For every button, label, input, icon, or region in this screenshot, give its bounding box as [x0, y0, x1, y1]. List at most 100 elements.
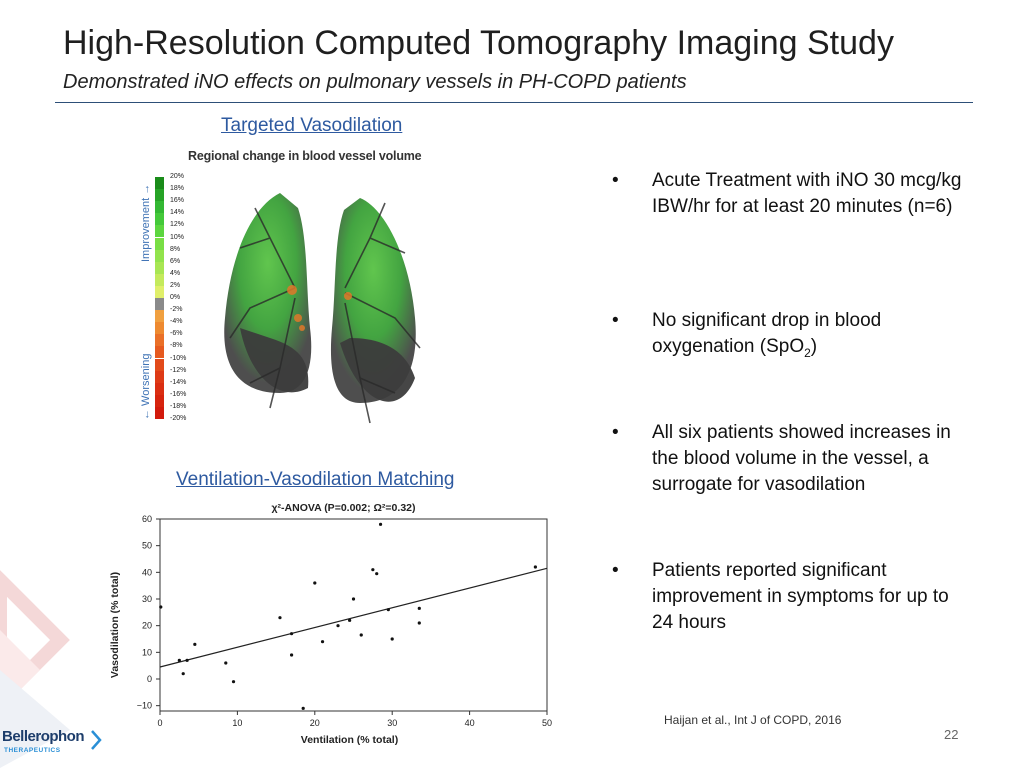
x-tick-label: 0: [157, 718, 162, 728]
data-point: [386, 608, 390, 612]
scale-tick-label: -14%: [170, 378, 187, 386]
scale-color-swatch: [155, 285, 164, 298]
ventilation-vasodilation-heading: Ventilation-Vasodilation Matching: [176, 469, 455, 490]
finding-text: Acute Treatment with iNO 30 mcg/kg IBW/h…: [652, 170, 962, 217]
scale-color-swatch: [155, 346, 164, 359]
scale-tick-label: 16%: [170, 197, 185, 205]
chart-annotation: χ²-ANOVA (P=0.002; Ω²=0.32): [271, 502, 415, 514]
scale-tick-label: -6%: [170, 330, 183, 338]
scale-tick-label: -20%: [170, 415, 187, 422]
scale-color-swatch: [155, 370, 164, 383]
finding-text: No significant drop in blood oxygenation…: [652, 310, 882, 360]
scale-tick-label: 20%: [170, 173, 185, 180]
slide-title: High-Resolution Computed Tomography Imag…: [63, 24, 894, 62]
y-tick-label: 40: [142, 567, 152, 577]
data-point: [417, 621, 421, 625]
data-point: [375, 572, 379, 576]
scale-color-swatch: [155, 394, 164, 407]
scale-color-swatch: [155, 189, 164, 202]
x-tick-label: 20: [310, 718, 320, 728]
page-number: 22: [944, 727, 959, 742]
x-tick-label: 40: [465, 718, 475, 728]
worsening-axis-label: ← Worsening: [140, 353, 152, 420]
scale-color-swatch: [155, 298, 164, 310]
data-point: [336, 624, 340, 628]
data-point: [224, 661, 228, 665]
y-tick-label: 60: [142, 514, 152, 524]
scale-color-swatch: [155, 322, 164, 335]
scale-color-swatch: [155, 213, 164, 226]
scale-color-swatch: [155, 249, 164, 262]
scale-tick-label: 12%: [170, 221, 185, 229]
scale-tick-label: -2%: [170, 306, 183, 314]
scale-tick-label: -12%: [170, 366, 187, 374]
y-tick-label: 30: [142, 594, 152, 604]
scale-color-swatch: [155, 406, 164, 419]
data-point: [378, 522, 383, 526]
x-tick-label: 10: [232, 718, 242, 728]
scale-tick-label: -18%: [170, 402, 187, 410]
scale-color-swatch: [155, 334, 164, 347]
bullet-marker: •: [612, 422, 619, 443]
title-divider: [55, 102, 973, 103]
data-point: [185, 658, 189, 662]
data-point: [289, 653, 294, 657]
data-point: [359, 633, 363, 637]
scale-color-swatch: [155, 358, 164, 371]
y-tick-label: 0: [147, 674, 152, 684]
y-tick-label: 20: [142, 621, 152, 631]
citation: Haijan et al., Int J of COPD, 2016: [664, 713, 842, 727]
scale-tick-label: -16%: [170, 390, 187, 398]
data-point: [159, 605, 163, 609]
scale-color-swatch: [155, 237, 164, 250]
logo-tagline: THERAPEUTICS: [4, 747, 61, 754]
lung-vessel-image: [224, 193, 421, 424]
scale-color-swatch: [155, 177, 164, 189]
bullet-marker: •: [612, 560, 619, 581]
scale-tick-label: 8%: [170, 245, 181, 253]
slide-subtitle: Demonstrated iNO effects on pulmonary ve…: [63, 71, 687, 93]
scale-color-swatch: [155, 225, 164, 238]
bellerophon-logo: Bellerophon THERAPEUTICS: [2, 724, 102, 764]
data-point: [289, 632, 294, 636]
data-point: [177, 658, 181, 662]
data-point: [181, 672, 185, 676]
data-point: [390, 637, 394, 641]
y-tick-label: 10: [142, 647, 152, 657]
data-point: [301, 706, 305, 710]
scale-tick-label: 10%: [170, 233, 185, 241]
scale-tick-label: 14%: [170, 209, 185, 217]
y-tick-label: −10: [137, 701, 152, 711]
finding-text: Patients reported significant improvemen…: [652, 560, 949, 633]
logo-name: Bellerophon: [2, 728, 85, 745]
finding-text: All six patients showed increases in the…: [652, 422, 951, 495]
data-point: [231, 680, 236, 684]
data-point: [533, 565, 537, 569]
scale-color-swatch: [155, 261, 164, 274]
scale-color-swatch: [155, 310, 164, 323]
scale-color-swatch: [155, 273, 164, 286]
ventilation-vasodilation-scatter-plot: −10 0 10 20 30 40 50 60 0 10 20 30 40 50 χ²-ANOVA (P=0…: [109, 502, 552, 746]
scale-tick-label: 0%: [170, 294, 181, 301]
logo-chevron-icon: [91, 730, 102, 750]
bullet-marker: •: [612, 170, 619, 191]
scale-tick-label: -4%: [170, 318, 183, 326]
bullet-marker: •: [612, 310, 619, 331]
data-point: [348, 618, 352, 622]
y-axis-label: Vasodilation (% total): [109, 572, 121, 678]
y-tick-label: 50: [142, 541, 152, 551]
background-chevron-decoration: [0, 570, 70, 768]
data-point: [313, 581, 317, 585]
x-axis-label: Ventilation (% total): [301, 734, 398, 746]
data-point: [371, 568, 375, 572]
plot-frame: [159, 518, 548, 712]
data-point: [193, 642, 197, 646]
scale-tick-label: 4%: [170, 269, 181, 277]
data-point: [278, 616, 282, 620]
x-tick-label: 30: [387, 718, 397, 728]
data-point: [351, 597, 356, 601]
scale-tick-label: -8%: [170, 342, 183, 350]
vessel-figure-title: Regional change in blood vessel volume: [188, 149, 422, 163]
scale-tick-label: -10%: [170, 354, 187, 362]
scale-tick-label: 2%: [170, 281, 181, 289]
